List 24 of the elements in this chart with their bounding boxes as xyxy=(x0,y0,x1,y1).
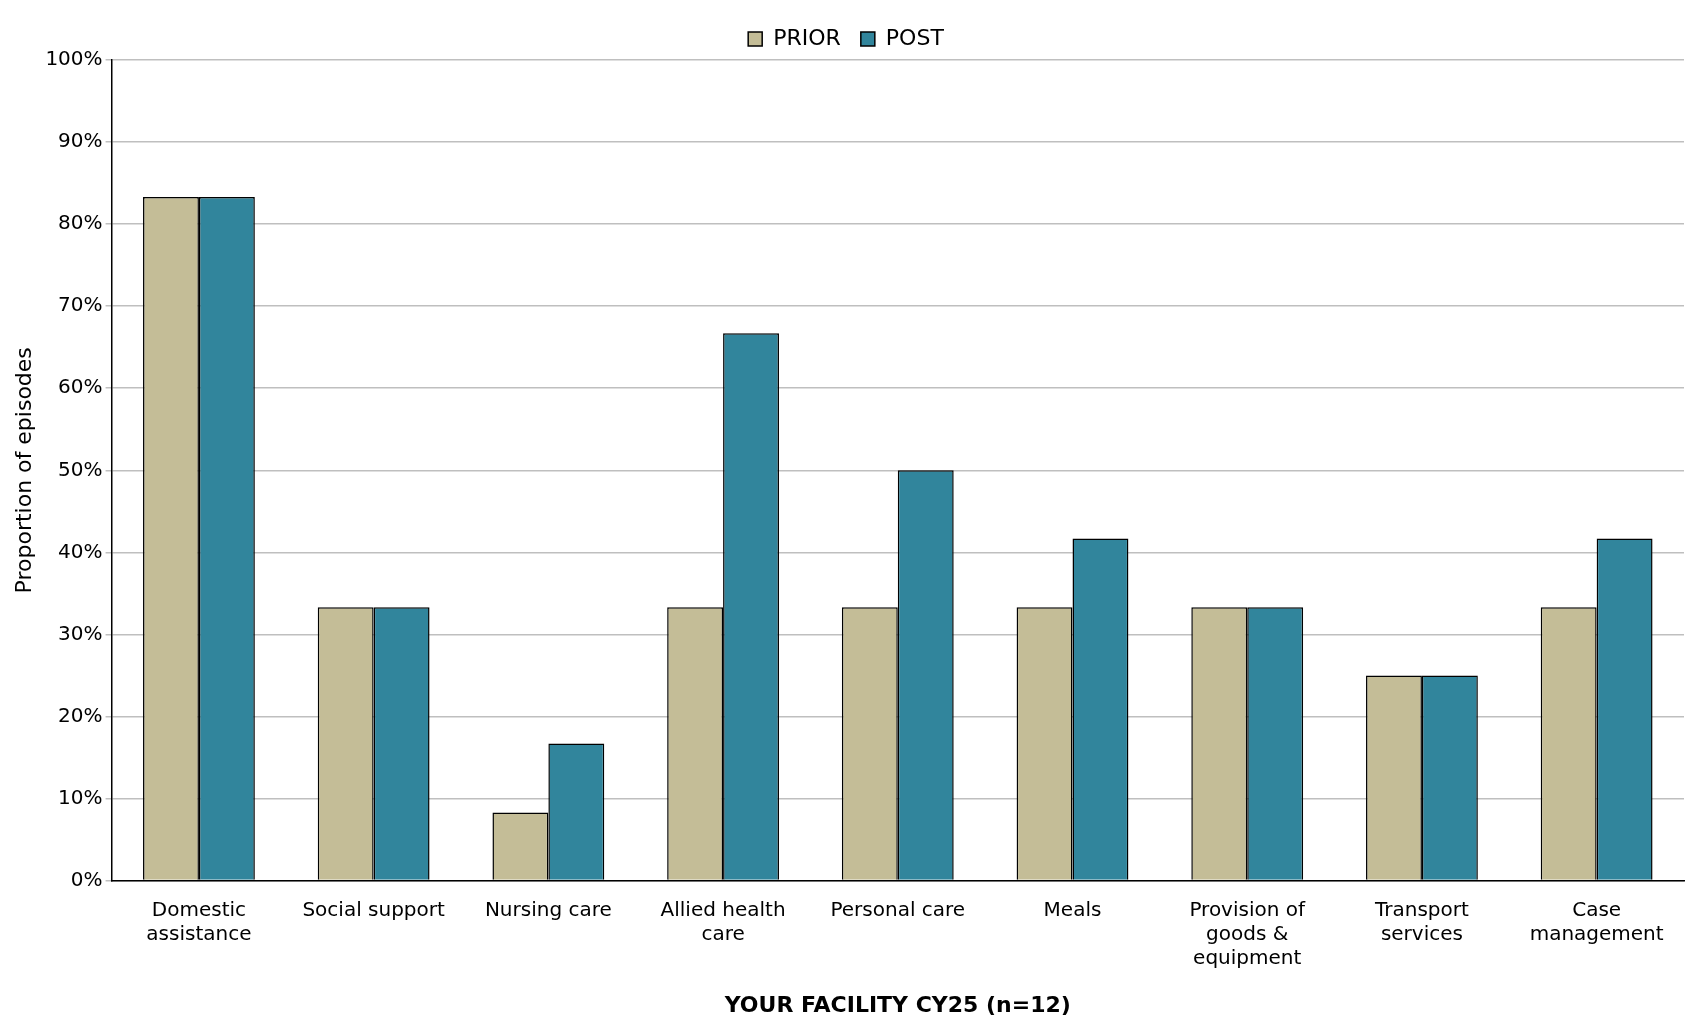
y-tick-label: 90% xyxy=(58,128,103,153)
y-tick-label: 100% xyxy=(45,46,103,71)
legend-label: POST xyxy=(885,24,945,50)
x-tick-label: Provision of goods & equipment xyxy=(1189,896,1306,969)
x-tick-label: Personal care xyxy=(830,896,966,921)
y-tick-label: 50% xyxy=(58,456,103,481)
x-tick-label: Case management xyxy=(1529,896,1664,945)
x-tick-label: Transport services xyxy=(1374,896,1470,945)
x-axis-title: YOUR FACILITY CY25 (n=12) xyxy=(723,991,1071,1017)
y-tick-label: 60% xyxy=(58,374,103,399)
y-axis-title: Proportion of episodes xyxy=(10,347,36,594)
y-tick-label: 70% xyxy=(58,292,103,317)
y-tick-label: 10% xyxy=(58,784,103,809)
x-tick-label: Allied health care xyxy=(660,896,786,945)
x-tick-label: Social support xyxy=(302,896,446,921)
y-tick-label: 40% xyxy=(58,538,103,563)
y-tick-label: 0% xyxy=(70,866,103,891)
x-tick-label: Domestic assistance xyxy=(146,896,252,945)
x-tick-label: Meals xyxy=(1043,896,1102,921)
legend-label: PRIOR xyxy=(773,24,841,50)
x-tick-label: Nursing care xyxy=(484,896,612,921)
y-tick-label: 30% xyxy=(58,620,103,645)
y-tick-label: 20% xyxy=(58,702,103,727)
y-tick-label: 80% xyxy=(58,210,103,235)
